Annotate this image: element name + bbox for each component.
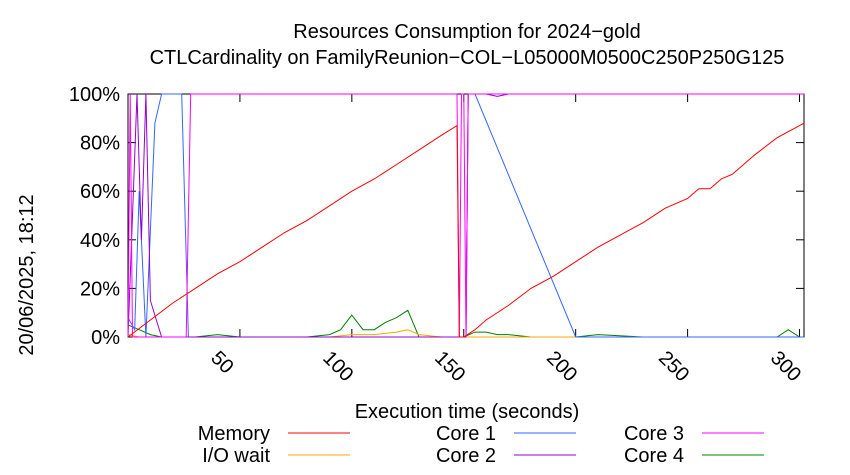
y-tick-label: 60%	[80, 181, 120, 203]
y-tick-label: 80%	[80, 133, 120, 155]
y-tick-label: 40%	[80, 230, 120, 252]
series-lines	[127, 93, 805, 338]
x-axis-label: Execution time (seconds)	[355, 401, 580, 423]
axis-ticks: 0% 20% 40% 60% 80% 100% 50 100 150 200 250 300	[69, 84, 805, 386]
x-tick-label: 100	[318, 347, 357, 386]
legend-label: Core 4	[624, 445, 684, 467]
legend-label: I/O wait	[202, 445, 270, 467]
series-line-memory	[127, 122, 805, 338]
chart-subtitle: CTLCardinality on FamilyReunion−COL−L050…	[150, 47, 785, 69]
legend-label: Core 3	[624, 423, 684, 445]
x-tick-label: 50	[206, 347, 237, 378]
x-tick-label: 250	[654, 347, 693, 386]
x-tick-label: 300	[766, 347, 805, 386]
series-line-core-3	[127, 93, 804, 338]
x-tick-label: 200	[542, 347, 581, 386]
side-timestamp-label: 20/06/2025, 18:12	[16, 194, 38, 355]
x-tick-label: 150	[430, 347, 469, 386]
y-tick-label: 100%	[69, 84, 120, 106]
chart-title: Resources Consumption for 2024−gold	[293, 21, 640, 43]
legend-label: Core 2	[436, 445, 496, 467]
y-tick-label: 20%	[80, 278, 120, 300]
legend-label: Core 1	[436, 423, 496, 445]
y-tick-label: 0%	[91, 327, 120, 349]
legend-label: Memory	[198, 423, 270, 445]
